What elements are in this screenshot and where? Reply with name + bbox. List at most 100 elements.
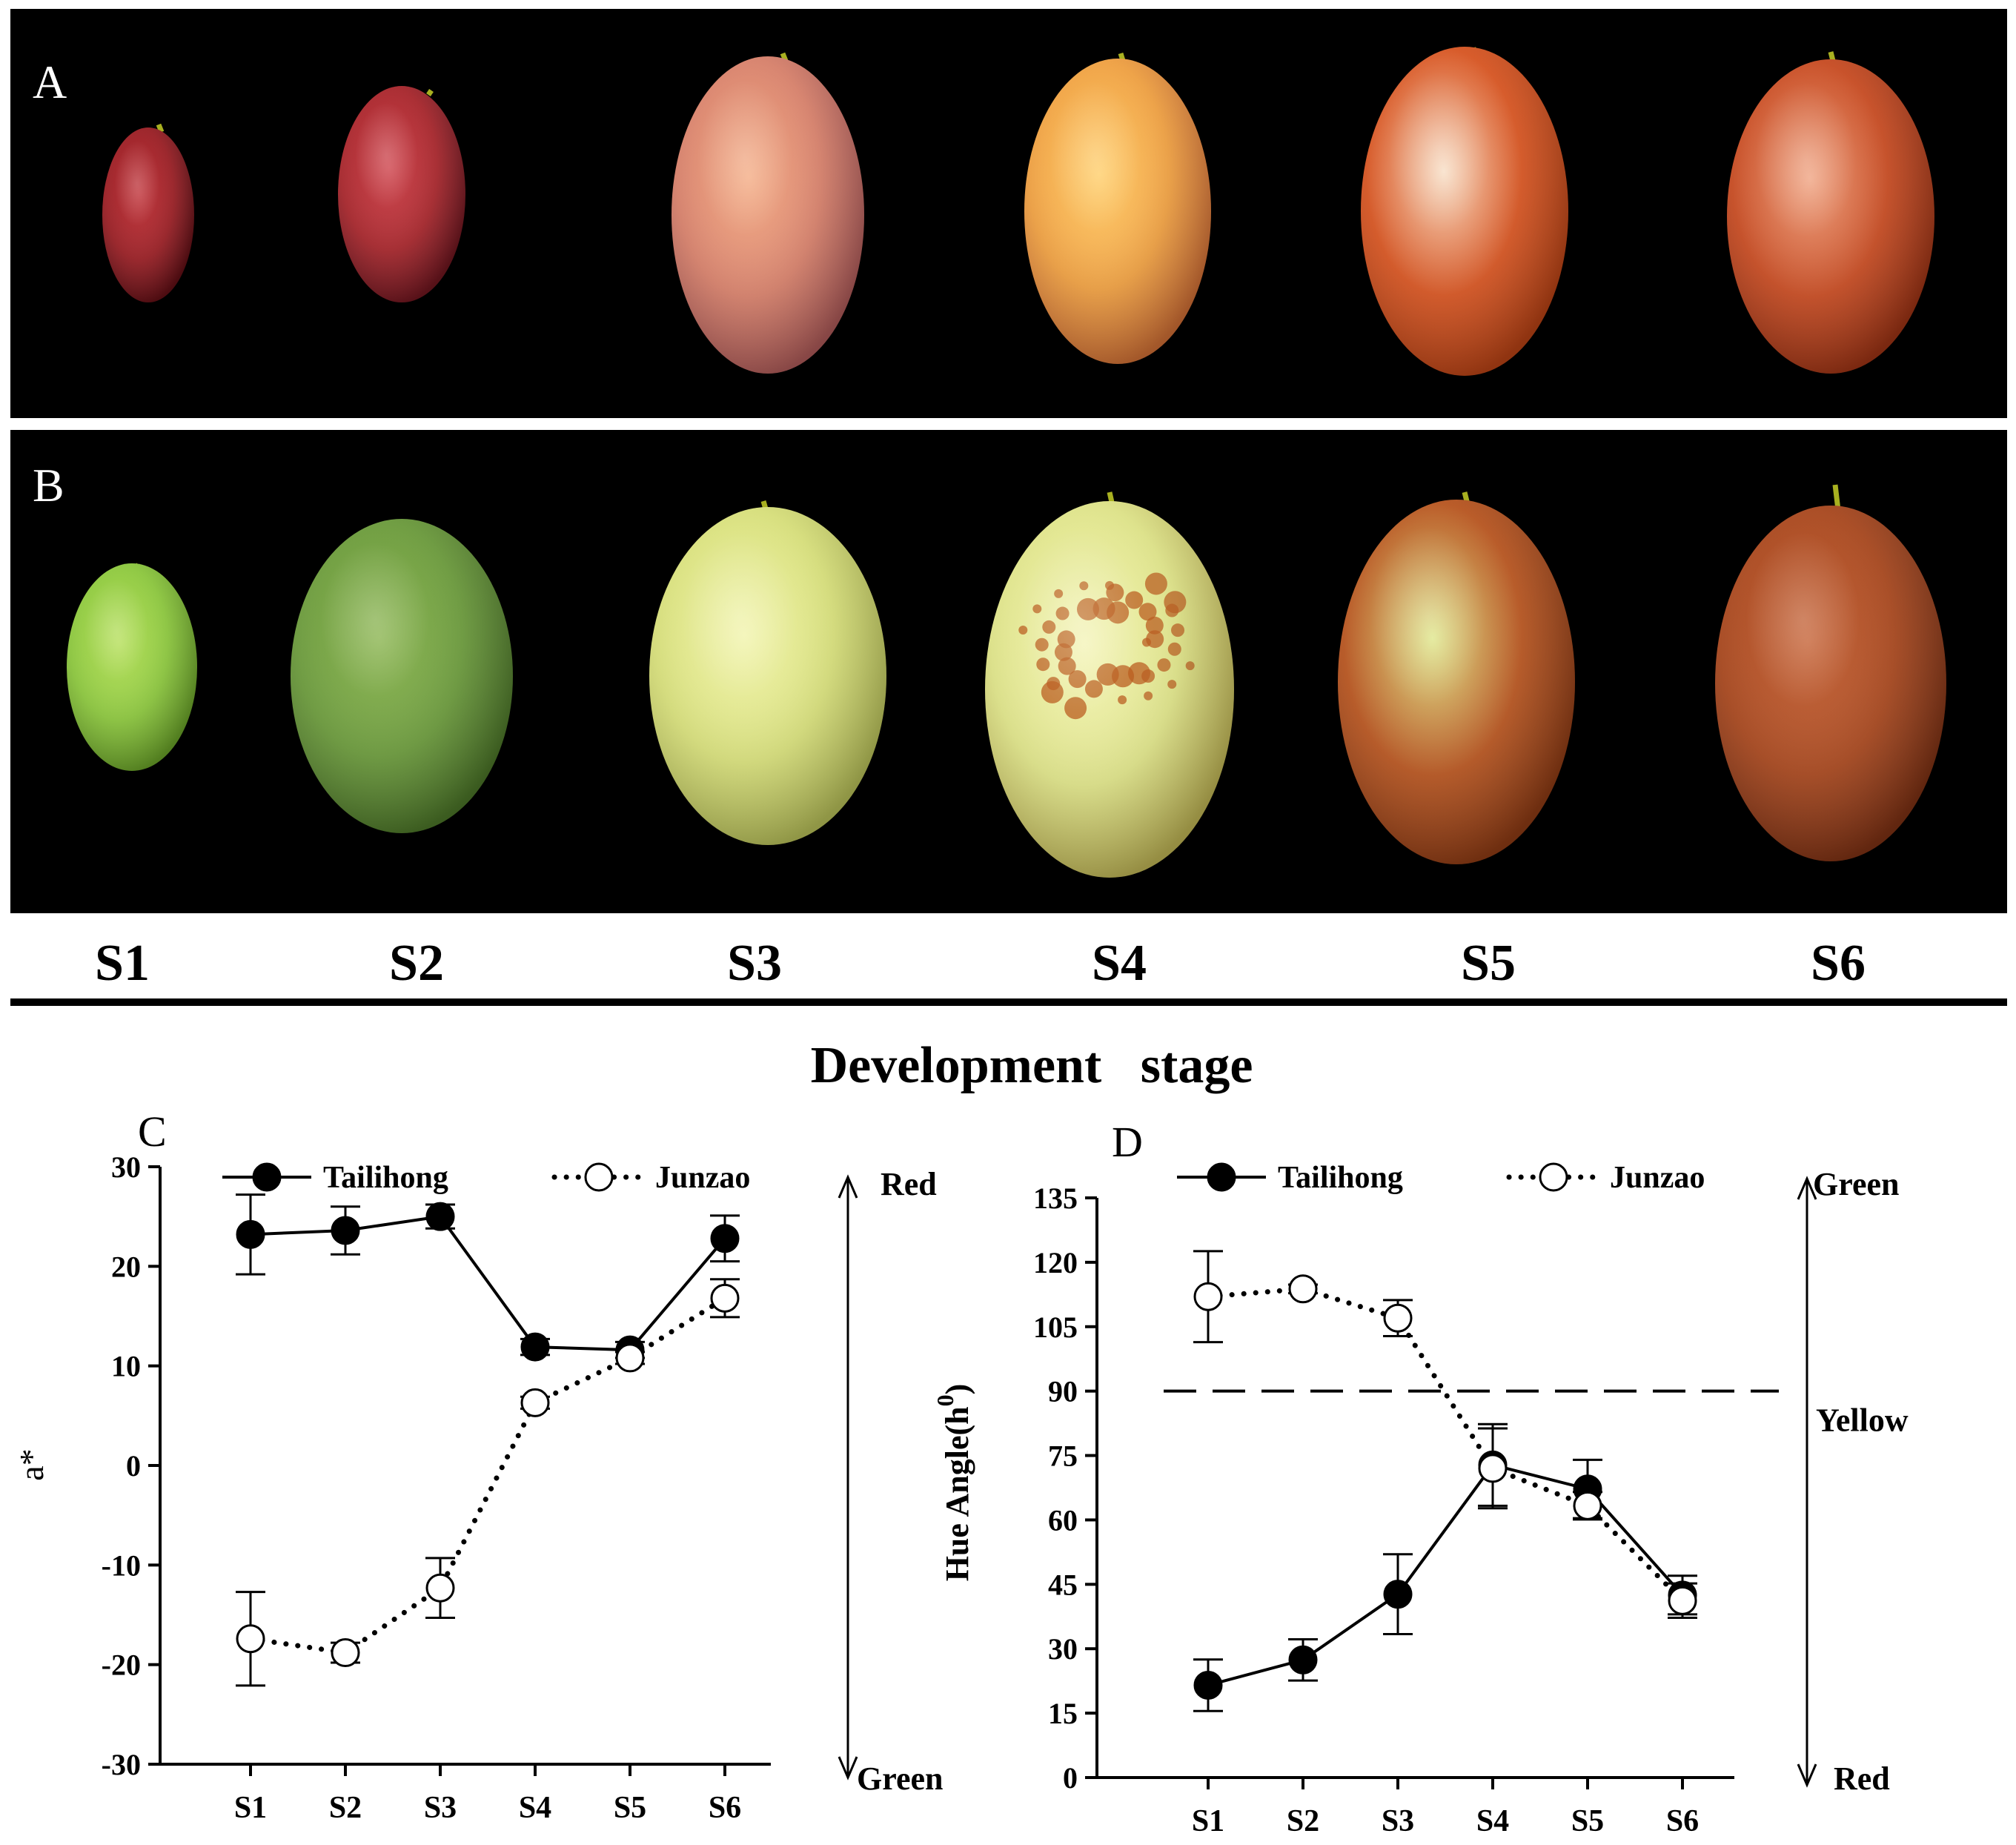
panel-label-b: B <box>33 459 64 511</box>
chart-c: -30 -20 -10 0 10 20 30 S1 S2 S3 S4 S5 S6 a* Red Green Ta… <box>13 1150 944 1825</box>
x-tick-label: S4 <box>1476 1804 1509 1838</box>
x-tick-label: S5 <box>614 1791 646 1825</box>
y-tick-label: 45 <box>1048 1568 1078 1601</box>
data-point-tailihong-s1 <box>1193 1670 1223 1700</box>
data-point-junzao-s1 <box>236 1624 265 1654</box>
data-point-junzao-s2 <box>331 1638 360 1668</box>
y-tick-label: 30 <box>111 1150 141 1184</box>
annotation-bottom: Green <box>857 1760 944 1797</box>
fruit-stem <box>156 123 165 133</box>
series-tailihong <box>236 1193 740 1365</box>
stage-label-s4: S4 <box>1092 935 1147 992</box>
stage-label-row: S1 S2 S3 S4 S5 S6 <box>95 935 1866 992</box>
fruit-b-2 <box>291 519 513 833</box>
data-point-tailihong-s2 <box>331 1216 360 1245</box>
x-tick-label: S6 <box>709 1791 741 1825</box>
legend-marker <box>252 1162 282 1192</box>
x-tick-label: S1 <box>1192 1804 1224 1838</box>
data-point-junzao-s3 <box>1383 1303 1413 1333</box>
arrow-head-down <box>838 1756 858 1781</box>
arrow-head-up <box>838 1174 858 1199</box>
fruit-b-5 <box>1338 491 1575 864</box>
fruit-a-3 <box>672 52 864 374</box>
y-tick-label: 0 <box>126 1449 141 1483</box>
y-tick-label: 75 <box>1048 1440 1078 1473</box>
data-point-junzao-s6 <box>1668 1586 1697 1615</box>
legend-marker <box>1207 1162 1236 1192</box>
fruit-gloss <box>985 501 1234 878</box>
y-axis-label: Hue Angle(h0) <box>932 1384 975 1582</box>
data-point-junzao-s2 <box>1288 1274 1318 1304</box>
x-tick-label: S2 <box>1287 1804 1319 1838</box>
x-tick-label: S2 <box>329 1791 362 1825</box>
series-line-junzao <box>248 1295 728 1656</box>
fruit-gloss <box>1715 506 1946 861</box>
x-tick-label: S5 <box>1571 1804 1604 1838</box>
y-tick-label: 30 <box>1048 1632 1078 1666</box>
fruit-gloss <box>291 519 513 833</box>
fruit-gloss <box>1361 47 1568 376</box>
fruit-b-1 <box>67 563 197 771</box>
data-point-tailihong-s4 <box>520 1332 550 1362</box>
stage-label-s2: S2 <box>389 935 444 992</box>
series-line-tailihong <box>250 1215 726 1352</box>
stage-label-s6: S6 <box>1811 935 1866 992</box>
annotation-top: Green <box>1813 1166 1900 1202</box>
y-axis-label: a* <box>13 1448 50 1480</box>
y-tick-label: 135 <box>1033 1182 1078 1215</box>
legend-tailihong: Tailihong <box>222 1161 448 1195</box>
fruit-stem <box>426 89 434 96</box>
y-tick-label: 20 <box>111 1250 141 1283</box>
data-point-tailihong-s2 <box>1288 1645 1318 1675</box>
fruit-gloss <box>672 56 864 374</box>
data-point-junzao-s3 <box>425 1573 455 1603</box>
series-junzao <box>1193 1250 1697 1620</box>
x-tick-label: S1 <box>234 1791 267 1825</box>
x-tick-label: S3 <box>424 1791 457 1825</box>
y-tick-label: 120 <box>1033 1246 1078 1279</box>
stage-label-s1: S1 <box>95 935 150 992</box>
data-point-tailihong-s6 <box>710 1224 740 1253</box>
reference-line-label: Yellow <box>1816 1402 1909 1439</box>
fruit-b-6 <box>1715 484 1946 861</box>
fruit-gloss <box>649 507 886 845</box>
legend-marker <box>1539 1162 1568 1192</box>
data-point-junzao-s6 <box>710 1283 740 1313</box>
legend-junzao: Junzao <box>1506 1161 1705 1195</box>
fruit-gloss <box>102 127 194 302</box>
legend-junzao: Junzao <box>551 1161 750 1195</box>
panel-label-c: C <box>138 1107 167 1156</box>
fruit-a-5 <box>1361 47 1568 376</box>
arrow-head-down <box>1797 1763 1817 1788</box>
panel-label-a: A <box>33 56 67 108</box>
chart-d: 0 15 30 45 60 75 90 105 120 135 S1 S2 S3 S4 S5 S6 Hue An… <box>932 1161 1909 1838</box>
annotation-bottom: Red <box>1834 1760 1890 1797</box>
y-tick-label: 90 <box>1048 1375 1078 1408</box>
fruit-row-b <box>67 484 1946 878</box>
data-point-junzao-s4 <box>1478 1454 1508 1483</box>
x-tick-label: S6 <box>1666 1804 1699 1838</box>
fruit-gloss <box>1727 59 1934 374</box>
legend-label: Tailihong <box>1278 1161 1403 1195</box>
y-tick-label: 10 <box>111 1350 141 1383</box>
y-tick-label: 60 <box>1048 1503 1078 1537</box>
y-tick-label: 105 <box>1033 1311 1078 1344</box>
data-point-tailihong-s1 <box>236 1219 265 1249</box>
data-point-junzao-s1 <box>1193 1282 1223 1311</box>
legend-label: Tailihong <box>323 1161 448 1195</box>
fruit-stem <box>1832 484 1841 511</box>
series-tailihong <box>1193 1422 1697 1712</box>
y-tick-label: 15 <box>1048 1697 1078 1730</box>
data-point-junzao-s5 <box>615 1343 645 1373</box>
data-point-junzao-s5 <box>1573 1491 1602 1520</box>
photo-panel-a <box>10 9 2007 418</box>
legend-tailihong: Tailihong <box>1177 1161 1403 1195</box>
fruit-b-3 <box>649 500 886 845</box>
data-point-junzao-s4 <box>520 1388 550 1417</box>
fruit-a-2 <box>338 86 465 302</box>
fruit-row-a <box>102 47 1934 376</box>
annotation-top: Red <box>881 1166 937 1202</box>
y-tick-label: -10 <box>102 1548 141 1582</box>
arrow-head-up <box>1797 1176 1817 1200</box>
